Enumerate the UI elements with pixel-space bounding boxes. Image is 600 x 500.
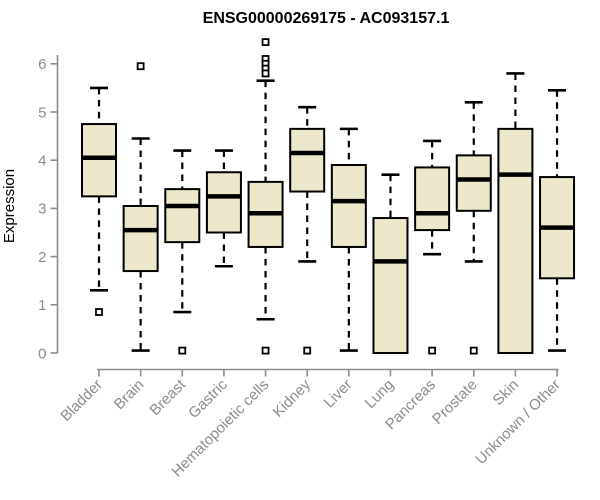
boxplot-gastric <box>205 149 242 268</box>
boxplot-brain <box>122 62 159 352</box>
outlier-marker <box>303 346 312 355</box>
y-tick-label: 3 <box>38 201 46 218</box>
iqr-box <box>414 166 451 232</box>
iqr-box <box>372 217 409 354</box>
boxplot-breast <box>164 149 201 355</box>
boxplot-skin <box>497 72 534 354</box>
outlier-marker <box>428 346 437 355</box>
y-axis-label: Expression <box>1 169 18 243</box>
boxplot-lung <box>372 173 409 354</box>
y-tick-label: 1 <box>38 297 46 314</box>
x-tick-label: Liver <box>321 376 356 411</box>
y-tick-label: 2 <box>38 249 46 266</box>
x-tick-label: Kidney <box>270 376 315 421</box>
boxplot-bladder <box>81 86 117 316</box>
y-tick-label: 5 <box>38 104 46 121</box>
iqr-box <box>330 164 367 248</box>
y-tick-label: 6 <box>38 56 46 73</box>
x-tick-label: Breast <box>146 376 189 419</box>
y-tick-label: 0 <box>38 345 46 362</box>
x-tick-label: Bladder <box>57 376 106 425</box>
iqr-box <box>205 171 242 234</box>
outlier-marker <box>261 346 270 355</box>
chart-title: ENSG00000269175 - AC093157.1 <box>203 10 450 27</box>
outlier-marker <box>261 38 270 47</box>
iqr-box <box>289 127 326 193</box>
x-tick-label: Prostate <box>429 376 481 428</box>
boxplot-liver <box>330 127 367 352</box>
boxplot-prostate <box>455 101 492 355</box>
boxplot-hematopoietic-cells <box>247 38 284 355</box>
iqr-box <box>497 127 534 354</box>
boxplot-kidney <box>289 105 326 355</box>
y-tick-label: 4 <box>38 152 46 169</box>
outlier-marker <box>469 346 478 355</box>
boxplot-unknown-other <box>539 89 576 352</box>
iqr-box <box>81 123 117 198</box>
x-tick-label: Lung <box>362 376 398 412</box>
iqr-box <box>455 154 492 212</box>
boxplot-series <box>81 38 576 355</box>
outlier-marker <box>261 69 270 78</box>
outlier-marker <box>95 308 103 316</box>
iqr-box <box>122 204 159 273</box>
iqr-box <box>164 188 201 244</box>
outlier-marker <box>178 346 187 355</box>
x-tick-label: Skin <box>490 376 523 409</box>
outlier-marker <box>136 62 145 71</box>
boxplot-pancreas <box>414 139 451 355</box>
x-tick-label: Brain <box>111 376 148 413</box>
y-axis: 0 1 2 3 4 5 6 <box>38 55 59 362</box>
